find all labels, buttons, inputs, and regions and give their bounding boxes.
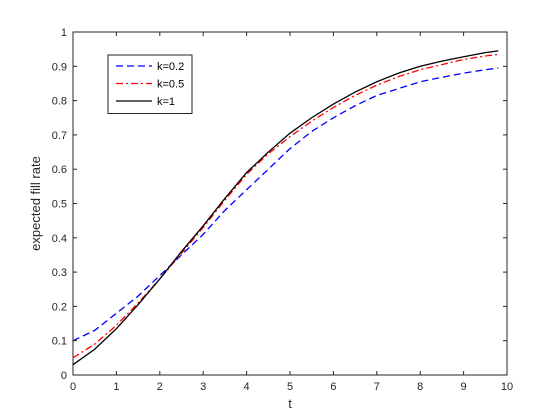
legend: k=0.2 k=0.5 k=1	[107, 54, 193, 114]
x-tick-label: 5	[287, 381, 293, 393]
y-tick-label: 0	[61, 370, 67, 382]
x-tick-label: 1	[113, 381, 119, 393]
x-tick-label: 0	[70, 381, 76, 393]
x-tick-label: 6	[330, 381, 336, 393]
x-tick-label: 8	[417, 381, 423, 393]
y-tick-label: 1	[61, 27, 67, 39]
series-line-2	[72, 53, 499, 359]
legend-label-2: k=0.5	[157, 79, 184, 91]
y-tick-label: 0.3	[52, 267, 67, 279]
y-tick-label: 0.7	[52, 130, 67, 142]
x-axis-title: t	[288, 396, 292, 411]
x-tick-label: 2	[157, 381, 163, 393]
x-tick-label: 10	[501, 381, 513, 393]
x-tick-label: 9	[461, 381, 467, 393]
y-tick-label: 0.2	[52, 301, 67, 313]
y-tick-label: 0.1	[52, 336, 67, 348]
y-tick-label: 0.9	[52, 61, 67, 73]
y-tick-label: 0.4	[52, 233, 67, 245]
y-tick-label: 0.5	[52, 199, 67, 211]
legend-label-1: k=0.2	[157, 61, 184, 73]
y-axis-title: expected fill rate	[28, 156, 43, 251]
x-tick-label: 7	[374, 381, 380, 393]
x-tick-label: 4	[244, 381, 250, 393]
legend-label-3: k=1	[157, 96, 175, 108]
x-axis: 0 1 2 3 4 5 6 7 8 9 10	[70, 32, 513, 393]
y-tick-label: 0.8	[52, 96, 67, 108]
x-tick-label: 3	[200, 381, 206, 393]
y-tick-label: 0.6	[52, 164, 67, 176]
legend-box	[107, 54, 193, 114]
series-layer	[72, 50, 499, 366]
series-line-1	[72, 67, 499, 342]
y-axis: 0 0.1 0.2 0.3 0.4 0.5 0.6 0.7 0.8 0.9 1	[52, 27, 507, 382]
series-line-3	[72, 50, 499, 366]
